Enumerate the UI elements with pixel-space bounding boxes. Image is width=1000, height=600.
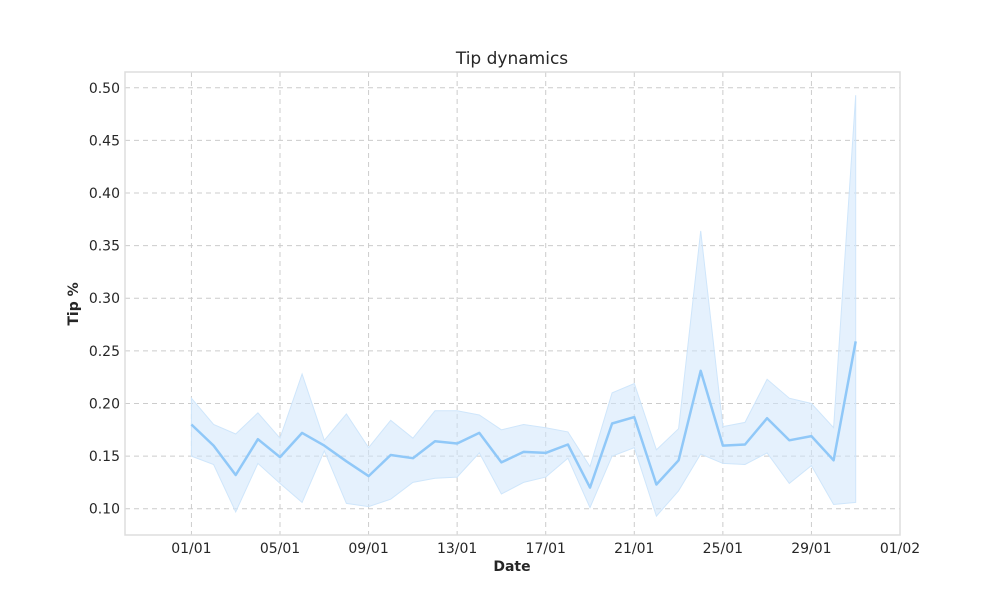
y-tick-label: 0.15 [89,449,120,465]
y-tick-labels: 0.10 0.15 0.20 0.25 0.30 0.35 0.40 0.45 0.50 [89,81,120,518]
x-tick-label: 13/01 [437,541,477,557]
y-tick-label: 0.40 [89,186,120,202]
x-tick-label: 01/01 [171,541,211,557]
x-axis-title: Date [493,559,530,575]
y-axis-title: Tip % [66,282,82,325]
y-tick-label: 0.25 [89,344,120,360]
chart-title: Tip dynamics [455,49,568,69]
y-tick-label: 0.35 [89,239,120,255]
y-tick-label: 0.30 [89,291,120,307]
plot-frame [124,71,901,536]
y-tick-label: 0.50 [89,81,120,97]
x-tick-label: 21/01 [614,541,654,557]
x-tick-label: 29/01 [791,541,831,557]
y-tick-label: 0.45 [89,133,120,149]
x-tick-labels: 01/01 05/01 09/01 13/01 17/01 21/01 25/01 29/01… [171,541,920,557]
tip-line [190,341,857,489]
x-tick-label: 05/01 [260,541,300,557]
y-tick-label: 0.10 [89,502,120,518]
x-tick-label: 25/01 [703,541,743,557]
y-tick-label: 0.20 [89,396,120,412]
x-tick-label: 17/01 [526,541,566,557]
x-tick-label: 01/02 [880,541,920,557]
x-tick-label: 09/01 [348,541,388,557]
